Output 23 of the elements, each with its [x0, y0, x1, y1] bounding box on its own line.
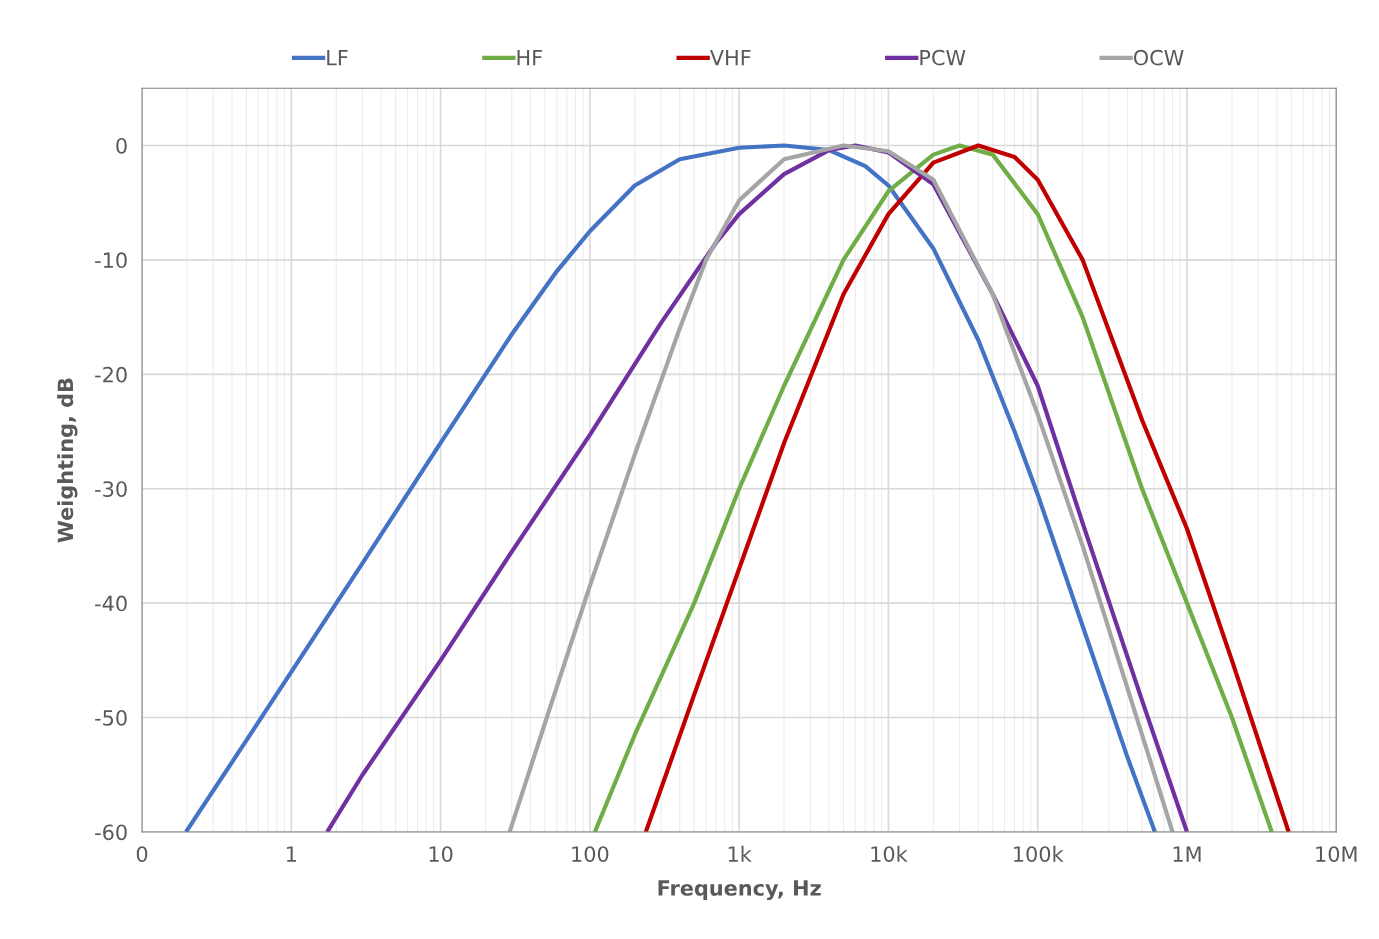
y-tick-label: -40 — [95, 595, 127, 612]
y-axis-title: Weighting, dB — [57, 378, 78, 543]
x-tick-label: 1 — [286, 846, 297, 862]
legend-label: OCW — [1133, 49, 1184, 66]
x-tick-label: 1M — [1173, 846, 1201, 862]
y-tick-label: -10 — [95, 252, 127, 269]
x-tick-label: 10M — [1316, 846, 1357, 862]
x-axis-title: Frequency, Hz — [658, 880, 821, 901]
legend-label: LF — [327, 49, 348, 66]
y-tick-label: -60 — [95, 824, 127, 841]
y-tick-label: 0 — [116, 137, 127, 154]
x-tick-label: 10k — [871, 845, 908, 862]
x-tick-label: 100k — [1014, 845, 1064, 862]
legend-label: HF — [517, 49, 542, 66]
x-tick-label: 0 — [136, 846, 148, 862]
y-tick-label: -20 — [95, 366, 127, 383]
y-tick-label: -30 — [95, 481, 127, 497]
legend-label: PCW — [920, 49, 966, 66]
x-tick-label: 10 — [429, 846, 453, 862]
x-tick-label: 100 — [572, 846, 609, 862]
y-tick-label: -50 — [95, 709, 127, 726]
x-tick-label: 1k — [728, 845, 752, 862]
legend-label: VHF — [709, 49, 751, 66]
